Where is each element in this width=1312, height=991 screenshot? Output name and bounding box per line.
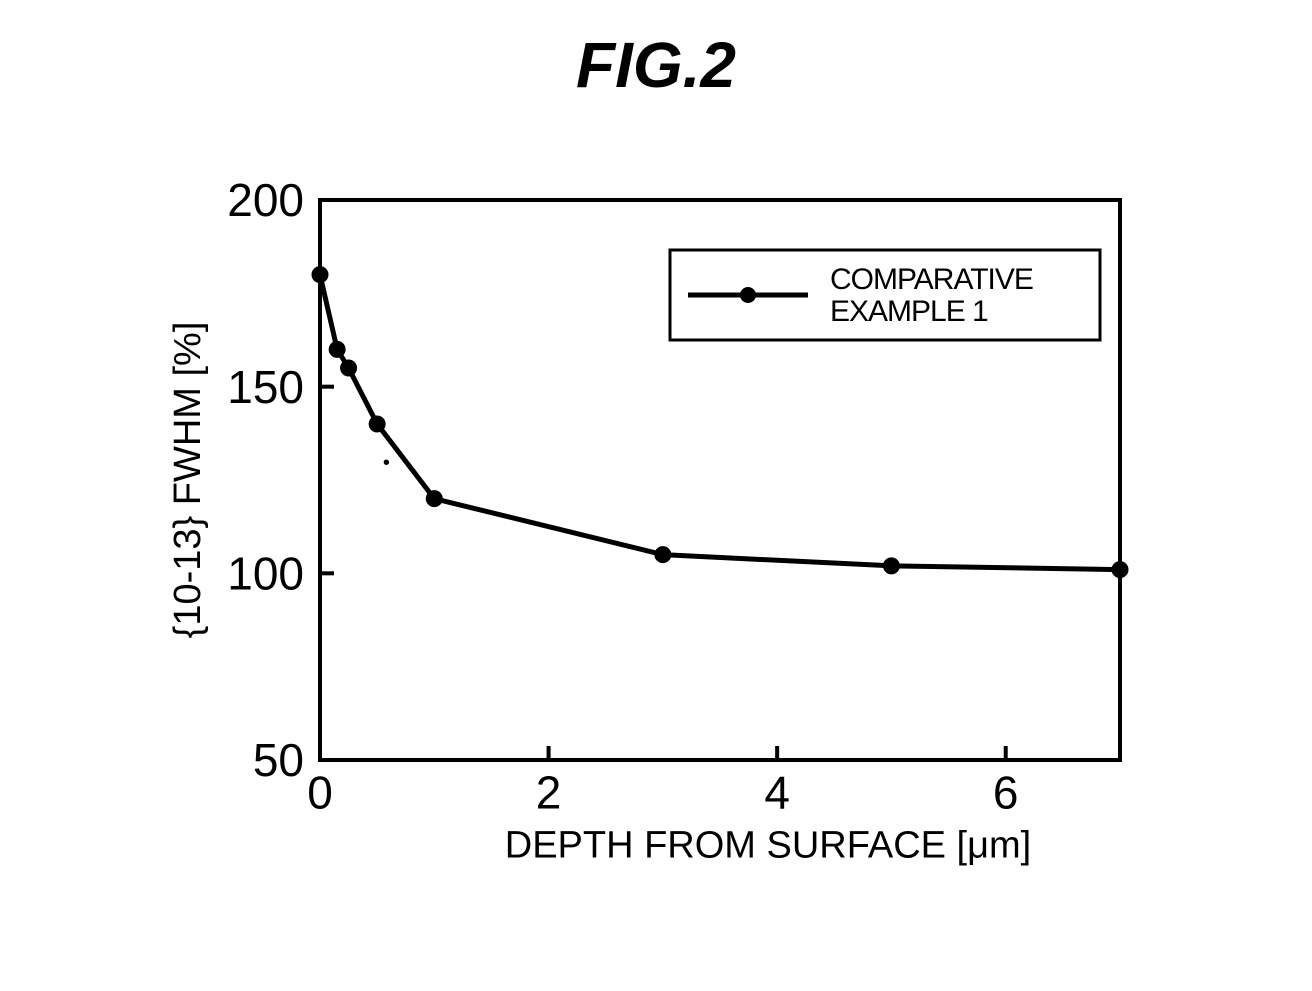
x-tick-label: 0 xyxy=(307,766,333,818)
series-marker xyxy=(369,416,385,432)
series-marker xyxy=(1112,562,1128,578)
line-chart: 0 2 4 6 50 100 150 200 DEPTH FROM SURFACE [μm] {1… xyxy=(150,170,1170,930)
series-marker xyxy=(883,558,899,574)
series-marker xyxy=(312,267,328,283)
y-tick-label: 100 xyxy=(227,547,304,599)
figure-title: FIG.2 xyxy=(0,28,1312,102)
series-marker xyxy=(329,341,345,357)
scan-artifact: • xyxy=(383,452,390,474)
y-axis-label: {10-13} FWHM [%] xyxy=(167,322,209,639)
y-tick-label: 150 xyxy=(227,361,304,413)
series-marker xyxy=(655,547,671,563)
x-tick-label: 4 xyxy=(764,766,790,818)
legend-label-line1: COMPARATIVE xyxy=(830,263,1033,296)
x-tick-label: 6 xyxy=(993,766,1019,818)
legend-label-line2: EXAMPLE 1 xyxy=(830,295,988,328)
x-tick-label: 2 xyxy=(536,766,562,818)
y-tick-label: 200 xyxy=(227,174,304,226)
chart-container: 0 2 4 6 50 100 150 200 DEPTH FROM SURFACE [μm] {1… xyxy=(150,170,1170,930)
x-axis-label: DEPTH FROM SURFACE [μm] xyxy=(505,825,1031,867)
y-tick-label: 50 xyxy=(253,734,304,786)
series-marker xyxy=(426,491,442,507)
series-marker xyxy=(341,360,357,376)
legend-sample-marker xyxy=(740,287,756,303)
